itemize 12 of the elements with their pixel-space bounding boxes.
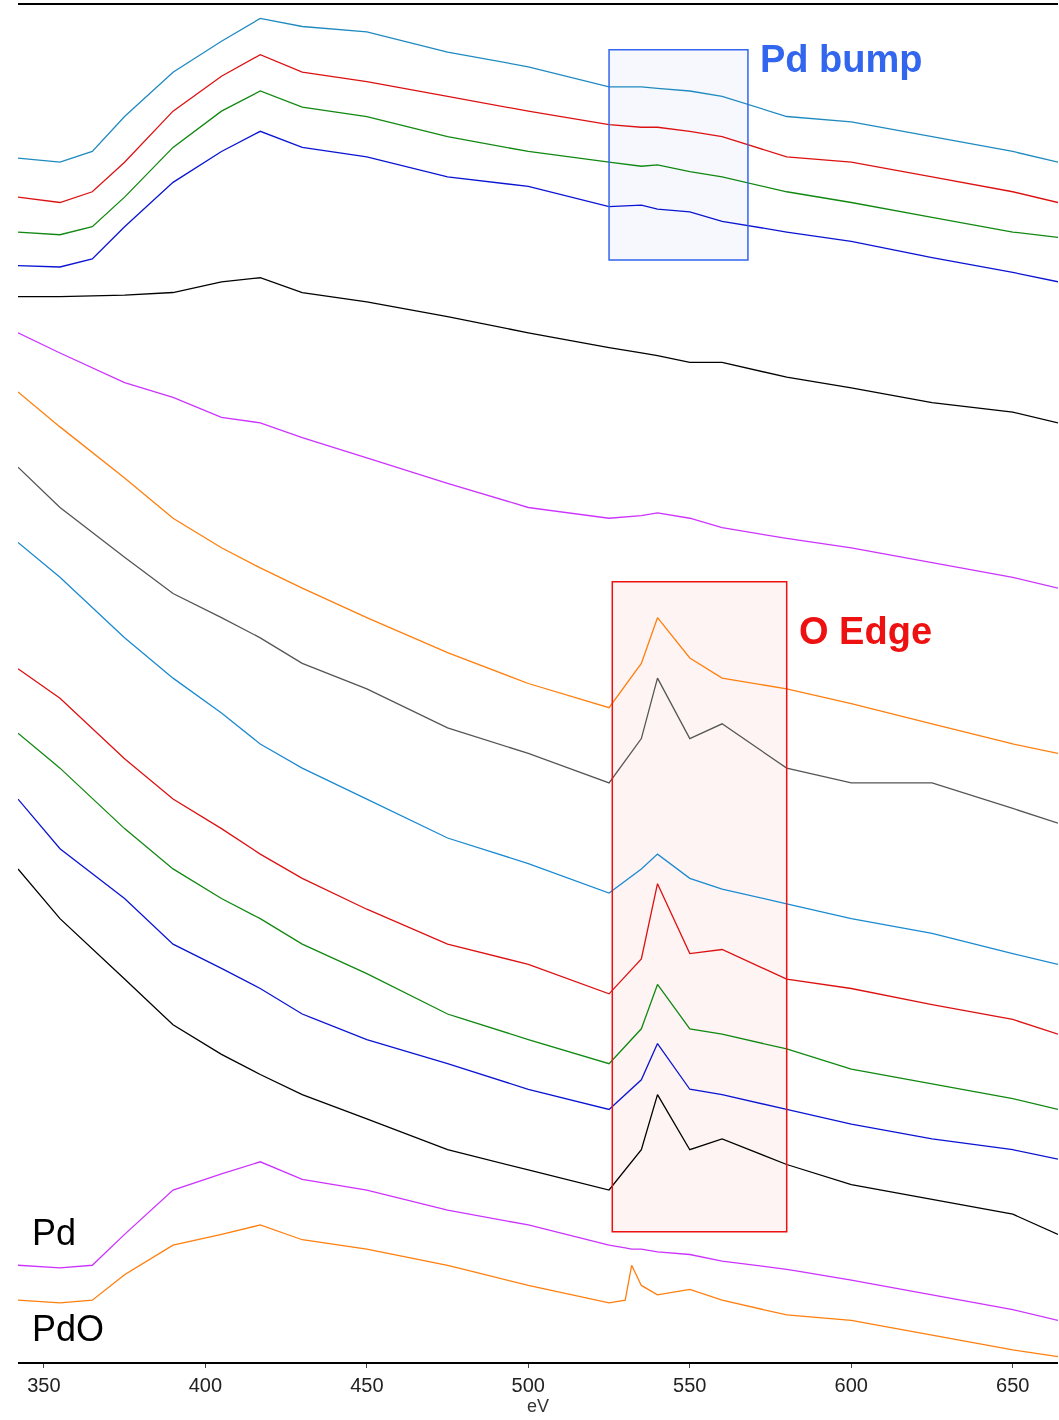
x-tick-label: 600 xyxy=(834,1373,868,1396)
series-label: Pd xyxy=(32,1212,77,1253)
x-axis-title: eV xyxy=(526,1395,550,1416)
x-tick-label: 350 xyxy=(27,1373,61,1396)
band-label: O Edge xyxy=(799,610,933,652)
x-tick-label: 400 xyxy=(188,1373,223,1396)
x-tick-label: 500 xyxy=(511,1373,545,1396)
x-tick-label: 650 xyxy=(996,1373,1030,1396)
series-label: PdO xyxy=(32,1308,105,1349)
band-label: Pd bump xyxy=(760,38,923,80)
x-tick-label: 550 xyxy=(673,1373,707,1396)
x-tick-label: 450 xyxy=(350,1373,384,1396)
